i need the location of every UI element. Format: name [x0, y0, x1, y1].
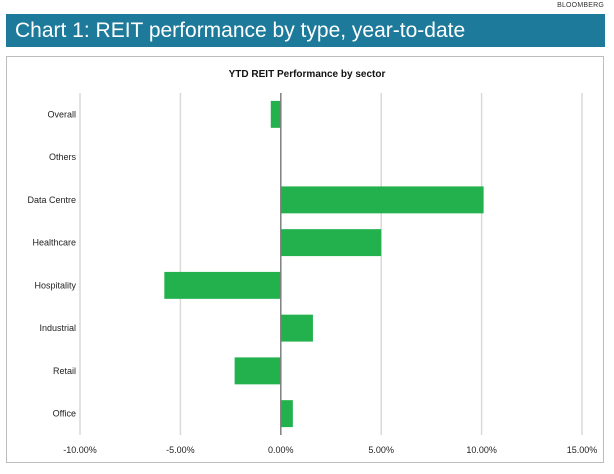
x-tick-label: -10.00%: [63, 445, 97, 455]
chart-header-title: Chart 1: REIT performance by type, year-…: [6, 14, 605, 47]
source-label: BLOOMBERG: [557, 2, 604, 9]
bar-office: [280, 400, 293, 428]
category-label: Overall: [47, 109, 76, 119]
x-tick-label: 10.00%: [466, 445, 497, 455]
category-label: Office: [53, 409, 76, 419]
x-tick-label: -5.00%: [166, 445, 195, 455]
bar-healthcare: [280, 229, 382, 257]
x-tick-labels: -10.00% -5.00% 0.00% 5.00% 10.00% 15.00%: [63, 445, 597, 455]
category-labels: Overall Others Data Centre Healthcare Hospit…: [27, 109, 76, 418]
bar-data-centre: [280, 186, 484, 214]
category-label: Others: [49, 152, 77, 162]
x-tick-label: 5.00%: [368, 445, 394, 455]
x-tick-label: 15.00%: [567, 445, 598, 455]
x-tick-label: 0.00%: [268, 445, 294, 455]
gridlines: [79, 93, 583, 435]
bar-retail: [234, 357, 281, 385]
category-label: Hospitality: [34, 280, 76, 290]
category-label: Data Centre: [27, 195, 76, 205]
chart-frame: YTD REIT Performance by sector Overall Ot…: [6, 56, 604, 463]
category-label: Industrial: [39, 323, 76, 333]
chart-title: YTD REIT Performance by sector: [229, 69, 386, 80]
bars: [164, 100, 484, 428]
bar-chart: YTD REIT Performance by sector Overall Ot…: [27, 69, 597, 455]
category-label: Healthcare: [32, 238, 76, 248]
bar-hospitality: [164, 271, 281, 299]
category-label: Retail: [53, 366, 76, 376]
bar-overall: [270, 100, 281, 128]
bar-industrial: [280, 314, 313, 342]
